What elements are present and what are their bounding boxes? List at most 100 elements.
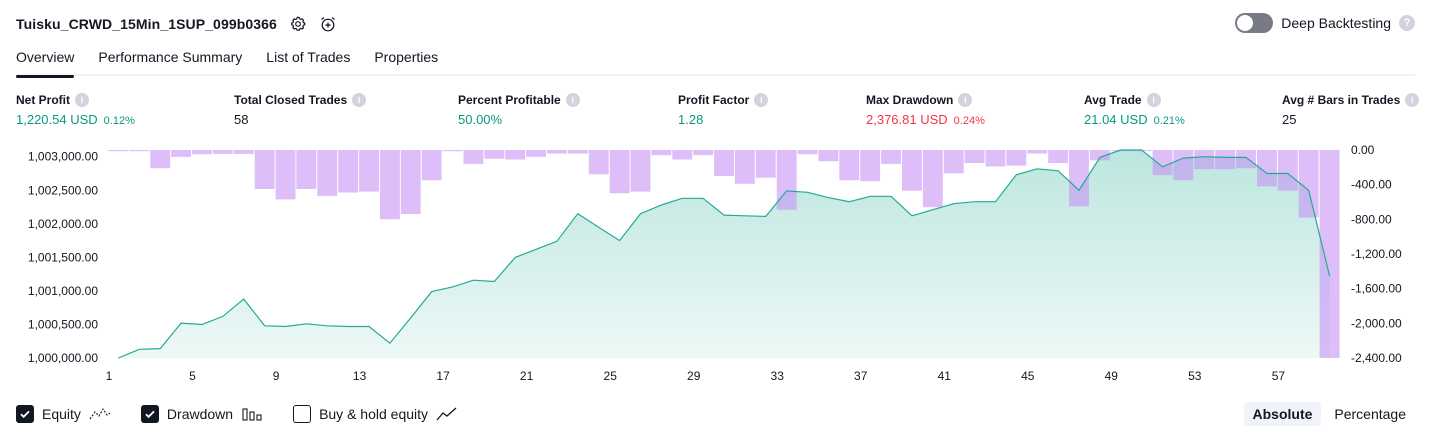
metric-value: 1,220.54 USD [16,112,98,127]
deep-backtesting-toggle[interactable] [1235,13,1274,33]
x-axis-tick: 21 [520,369,534,383]
drawdown-bar [1319,150,1340,358]
legend-equity[interactable]: Equity [16,405,111,423]
metric-value: 25 [1282,112,1297,127]
right-axis-tick: -2,400.00 [1351,351,1402,365]
drawdown-bar [609,150,630,194]
metric-value: 58 [234,112,249,127]
strategy-title: Tuisku_CRWD_15Min_1SUP_099b0366 [16,16,277,32]
drawdown-bar [693,150,714,156]
right-axis-tick: -800.00 [1351,212,1392,226]
drawdown-bar [672,150,693,160]
metric-label: Avg # Bars in Trades [1282,93,1401,107]
report-tabs: Overview Performance Summary List of Tra… [16,44,1415,78]
help-icon[interactable]: ? [1399,15,1415,31]
buy-hold-checkbox[interactable] [293,405,312,423]
metric-label: Total Closed Trades [234,93,348,107]
drawdown-bar [964,150,985,163]
drawdown-bar [818,150,839,162]
drawdown-bar [129,150,150,152]
info-icon[interactable]: i [75,93,89,107]
metric-label: Percent Profitable [458,93,561,107]
mode-percentage-button[interactable]: Percentage [1334,406,1406,422]
drawdown-bar [567,150,588,154]
left-axis-tick: 1,002,000.00 [28,217,98,231]
drawdown-bar [839,150,860,181]
equity-checkbox[interactable] [16,405,34,423]
drawdown-bar [651,150,672,156]
metric-percent: 0.12% [103,115,135,127]
legend-label: Buy & hold equity [319,406,429,422]
left-axis-tick: 1,002,500.00 [28,183,98,197]
drawdown-bar [985,150,1006,167]
drawdown-bar [1006,150,1027,166]
chart-legend: Equity Drawdown Buy & hold equity [16,403,488,425]
legend-buy-hold[interactable]: Buy & hold equity [293,405,458,423]
right-axis-tick: -1,200.00 [1351,247,1402,261]
left-axis-tick: 1,000,500.00 [28,318,98,332]
drawdown-checkbox[interactable] [140,405,159,423]
info-icon[interactable]: i [754,93,769,107]
drawdown-bar [317,150,338,196]
drawdown-bars-icon [242,408,262,421]
drawdown-bar [1173,150,1194,181]
mode-absolute-button[interactable]: Absolute [1243,402,1322,426]
info-icon[interactable]: i [958,93,973,107]
metric-percent: 0.21% [1153,115,1185,127]
drawdown-bar [943,150,964,174]
drawdown-bar [1277,150,1298,191]
metric-label: Max Drawdown [866,93,954,107]
buy-hold-line-icon [436,407,457,421]
info-icon[interactable]: i [352,93,367,107]
drawdown-bar [380,150,400,220]
info-icon[interactable]: i [1405,93,1420,107]
drawdown-bar [1257,150,1277,187]
metric-net-profit: Net Profit i 1,220.54 USD 0.12% [16,93,135,127]
left-axis-tick: 1,001,500.00 [28,250,98,264]
left-axis-tick: 1,001,000.00 [28,284,98,298]
drawdown-bar [171,150,191,157]
info-icon[interactable]: i [565,93,580,107]
alarm-add-icon[interactable] [319,15,337,33]
metric-profit-factor: Profit Factor i 1.28 [678,93,769,127]
metric-label: Net Profit [16,93,70,107]
drawdown-bar [714,150,734,176]
metric-value: 2,376.81 USD [866,112,948,127]
metric-total-closed-trades: Total Closed Trades i 58 [234,93,367,127]
drawdown-bar [296,150,317,189]
left-axis-tick: 1,003,000.00 [28,150,98,164]
x-axis-tick: 1 [106,369,113,383]
drawdown-bar [150,150,171,169]
drawdown-bar [400,150,421,215]
drawdown-bar [442,150,463,152]
tab-performance-summary[interactable]: Performance Summary [98,49,243,65]
drawdown-bar [755,150,776,178]
strategy-header: Tuisku_CRWD_15Min_1SUP_099b0366 [16,12,337,36]
equity-drawdown-chart: 1,003,000.00 1,002,500.00 1,002,000.00 1,00… [28,143,1402,383]
tab-properties[interactable]: Properties [374,49,439,65]
drawdown-bar [1194,150,1215,170]
equity-area [118,150,1330,358]
drawdown-bar [254,150,275,189]
drawdown-bar [1215,150,1236,170]
gear-icon[interactable] [289,15,307,33]
x-axis-tick: 33 [771,369,785,383]
info-icon[interactable]: i [1146,93,1161,107]
drawdown-bar [1048,150,1069,163]
x-axis-tick: 49 [1105,369,1119,383]
drawdown-bar [922,150,943,208]
equity-line [118,149,1331,359]
drawdown-bar [463,150,484,164]
tab-overview[interactable]: Overview [16,44,75,78]
drawdown-bar [1089,150,1110,161]
metric-percent-profitable: Percent Profitable i 50.00% [458,93,580,127]
toggle-knob [1237,15,1254,31]
x-axis-tick: 29 [687,369,701,383]
legend-drawdown[interactable]: Drawdown [140,405,263,423]
metric-avg-bars-in-trades: Avg # Bars in Trades i 25 [1282,93,1420,127]
metric-percent: 0.24% [953,115,985,127]
legend-label: Drawdown [166,406,234,422]
tab-list-of-trades[interactable]: List of Trades [266,49,351,65]
metrics-row: Net Profit i 1,220.54 USD 0.12% Total Clos… [16,93,1420,133]
x-axis-tick: 13 [353,369,367,383]
